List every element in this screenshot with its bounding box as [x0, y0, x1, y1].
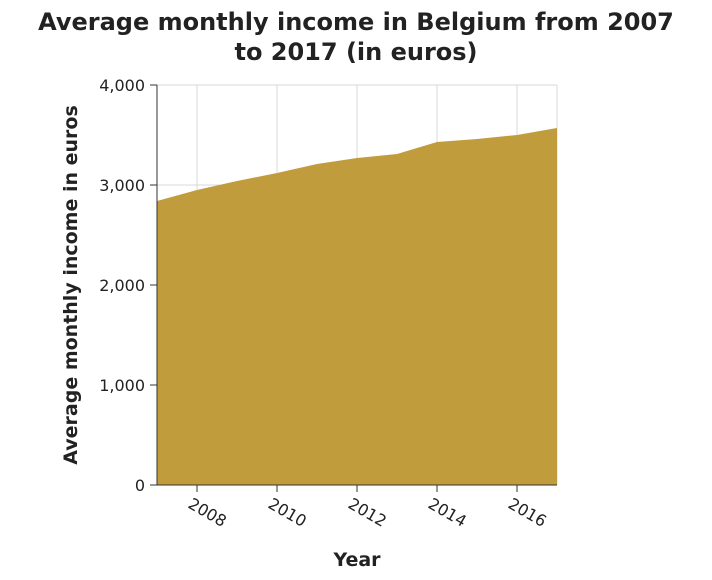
x-tick-label: 2016 — [505, 494, 550, 531]
x-axis-ticks: 2008 2010 2012 2014 2016 — [185, 485, 550, 531]
y-tick-label: 4,000 — [99, 76, 145, 95]
x-tick-label: 2008 — [185, 494, 230, 531]
y-tick-label: 2,000 — [99, 276, 145, 295]
y-tick-label: 0 — [135, 476, 145, 495]
income-area — [157, 128, 557, 485]
y-tick-label: 1,000 — [99, 376, 145, 395]
chart-title-line-1: Average monthly income in Belgium from 2… — [38, 8, 674, 36]
y-axis-title: Average monthly income in euros — [60, 105, 82, 465]
x-axis-title: Year — [332, 549, 381, 571]
y-tick-label: 3,000 — [99, 176, 145, 195]
x-tick-label: 2014 — [425, 494, 470, 531]
x-tick-label: 2012 — [345, 494, 390, 531]
y-axis-ticks: 0 1,000 2,000 3,000 4,000 — [99, 76, 157, 495]
chart-title-line-2: to 2017 (in euros) — [234, 38, 477, 66]
x-tick-label: 2010 — [265, 494, 310, 531]
